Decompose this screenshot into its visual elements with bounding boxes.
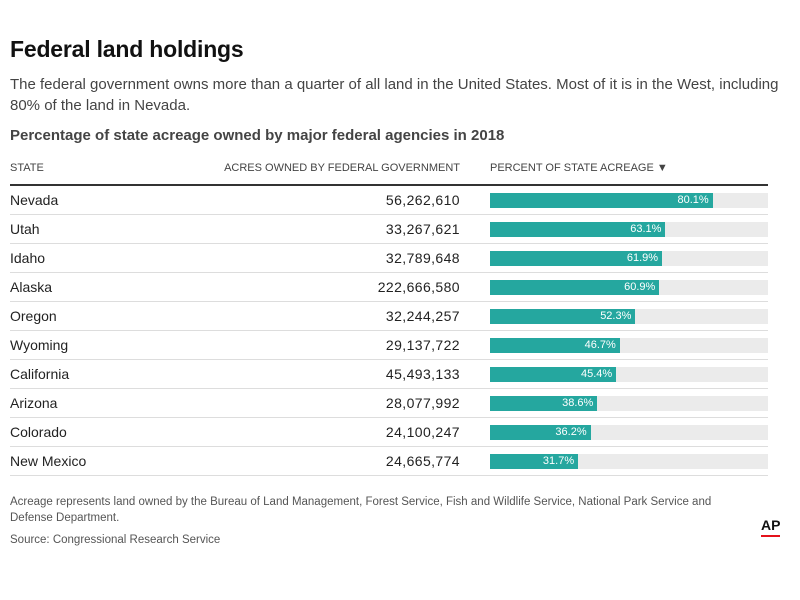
percent-bar [490,308,636,324]
bar-track: 45.4% [490,366,768,382]
bar-value-label: 60.9% [624,280,656,293]
percent-bar [490,424,591,440]
acres-value: 28,077,992 [210,388,490,418]
table-row: Wyoming 29,137,722 46.7% [10,330,768,360]
acres-value: 29,137,722 [210,330,490,360]
percent-bar [490,337,620,353]
bar-track: 38.6% [490,395,768,411]
percent-bar [490,221,666,237]
state-name: Oregon [10,301,210,331]
table-row: Idaho 32,789,648 61.9% [10,243,768,273]
state-name: Wyoming [10,330,210,360]
table-header-row: STATE ACRES OWNED BY FEDERAL GOVERNMENT … [10,162,768,186]
state-name: New Mexico [10,446,210,476]
bar-track: 52.3% [490,308,768,324]
table-row: Oregon 32,244,257 52.3% [10,301,768,331]
acres-value: 45,493,133 [210,359,490,389]
percent-bar-cell: 38.6% [490,388,768,418]
table-row: California 45,493,133 45.4% [10,359,768,389]
bar-value-label: 52.3% [600,309,632,322]
state-name: Nevada [10,185,210,215]
table-row: Arizona 28,077,992 38.6% [10,388,768,418]
bar-track: 31.7% [490,453,768,469]
bar-track: 36.2% [490,424,768,440]
bar-track: 80.1% [490,192,768,208]
percent-bar [490,366,617,382]
state-name: Colorado [10,417,210,447]
bar-value-label: 46.7% [584,338,616,351]
acres-value: 24,665,774 [210,446,490,476]
bar-value-label: 61.9% [626,251,659,264]
graphic-container: Federal land holdings The federal govern… [10,36,790,546]
percent-bar [490,279,660,295]
percent-bar-cell: 36.2% [490,417,768,447]
table-row: Alaska 222,666,580 60.9% [10,272,768,302]
percent-bar-cell: 45.4% [490,359,768,389]
state-name: Utah [10,214,210,244]
bar-value-label: 63.1% [630,222,662,235]
chart-subtitle: Percentage of state acreage owned by maj… [10,127,505,144]
acres-value: 32,244,257 [210,301,490,331]
bar-track: 61.9% [490,250,768,266]
bar-value-label: 38.6% [562,396,594,409]
chart-title: Federal land holdings [10,36,244,62]
column-header-state[interactable]: STATE [10,162,210,186]
table-body: Nevada 56,262,610 80.1% Utah 33,267,621 63.1%… [10,185,768,476]
table-row: Nevada 56,262,610 80.1% [10,185,768,215]
state-name: California [10,359,210,389]
column-header-percent[interactable]: PERCENT OF STATE ACREAGE ▼ [490,162,768,186]
bar-track: 46.7% [490,337,768,353]
percent-bar [490,250,663,266]
state-name: Arizona [10,388,210,418]
bar-value-label: 31.7% [542,454,575,467]
bar-value-label: 45.4% [581,367,613,380]
percent-bar-cell: 52.3% [490,301,768,331]
column-header-acres[interactable]: ACRES OWNED BY FEDERAL GOVERNMENT [210,162,490,186]
source-line: Source: Congressional Research Service [10,534,221,546]
percent-bar-cell: 60.9% [490,272,768,302]
acres-value: 24,100,247 [210,417,490,447]
state-name: Idaho [10,243,210,273]
bar-value-label: 80.1% [677,193,709,206]
percent-bar-cell: 31.7% [490,446,768,476]
percent-bar-cell: 80.1% [490,185,768,215]
percent-bar-cell: 46.7% [490,330,768,360]
table-row: New Mexico 24,665,774 31.7% [10,446,768,476]
bar-track: 60.9% [490,279,768,295]
acres-value: 33,267,621 [210,214,490,244]
bar-value-label: 36.2% [555,425,587,438]
table-row: Colorado 24,100,247 36.2% [10,417,768,447]
acres-value: 32,789,648 [210,243,490,273]
acres-value: 56,262,610 [210,185,490,215]
bar-track: 63.1% [490,221,768,237]
data-table: STATE ACRES OWNED BY FEDERAL GOVERNMENT … [10,162,768,476]
footnote: Acreage represents land owned by the Bur… [10,496,712,524]
percent-bar [490,192,713,208]
acres-value: 222,666,580 [210,272,490,302]
state-name: Alaska [10,272,210,302]
table-row: Utah 33,267,621 63.1% [10,214,768,244]
chart-description: The federal government owns more than a … [10,76,779,114]
percent-bar-cell: 63.1% [490,214,768,244]
percent-bar-cell: 61.9% [490,243,768,273]
percent-bar [490,453,579,469]
ap-logo: AP [761,518,781,537]
percent-bar [490,395,598,411]
